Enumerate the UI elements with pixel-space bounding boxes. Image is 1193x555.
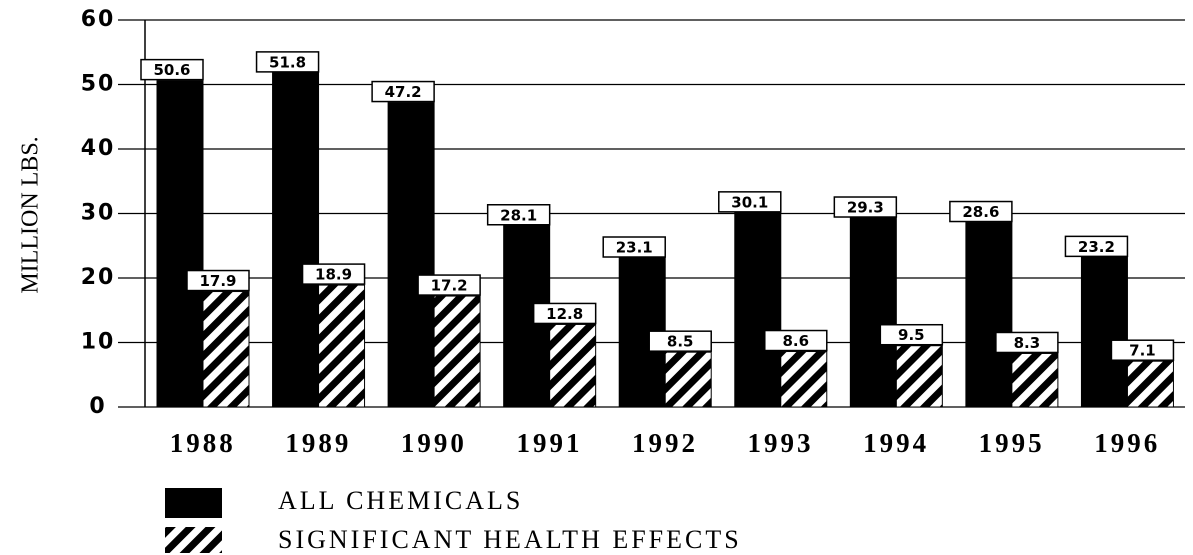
y-tick-label: 30	[81, 201, 116, 226]
bar	[895, 345, 943, 408]
x-tick-label: 1988	[170, 428, 236, 458]
value-label-box	[949, 200, 1013, 223]
bar	[664, 351, 712, 408]
bar	[156, 80, 204, 408]
y-tick-label: 10	[81, 330, 116, 355]
bar	[272, 72, 320, 408]
bar	[1011, 352, 1059, 408]
value-label-box	[995, 331, 1059, 354]
value-label-box	[532, 302, 597, 325]
value-label-box	[255, 51, 320, 73]
y-tick-label: 40	[81, 136, 116, 161]
value-label-box	[186, 269, 250, 292]
value-label-box	[764, 329, 828, 352]
value-label-box	[486, 204, 551, 226]
value-label-box	[1064, 235, 1129, 258]
value-label-box	[1110, 339, 1175, 361]
value-label-box	[417, 274, 481, 296]
value-label-box	[371, 80, 435, 103]
bar	[965, 222, 1013, 408]
value-label: 30.1	[731, 193, 768, 211]
value-label-box	[648, 330, 712, 352]
x-tick-label: 1993	[748, 428, 814, 458]
legend-label: SIGNIFICANT HEALTH EFFECTS	[278, 525, 742, 554]
bar	[318, 284, 366, 408]
bar	[387, 102, 435, 408]
value-label: 8.5	[667, 333, 694, 351]
x-tick-label: 1990	[401, 428, 467, 458]
value-label: 7.1	[1129, 342, 1156, 360]
value-label: 51.8	[269, 53, 306, 71]
value-label-box	[833, 196, 898, 218]
value-label-box	[301, 263, 366, 285]
x-tick-label: 1996	[1094, 428, 1160, 458]
bar	[549, 323, 597, 408]
value-label: 50.6	[153, 61, 190, 79]
legend-swatch	[165, 488, 222, 518]
y-tick-label: 50	[81, 72, 116, 97]
value-label: 18.9	[315, 266, 352, 284]
y-axis-label: MILLION LBS.	[18, 136, 44, 293]
bar	[849, 217, 897, 408]
x-tick-label: 1994	[863, 428, 929, 458]
x-tick-label: 1992	[632, 428, 698, 458]
value-label: 47.2	[385, 83, 422, 101]
value-label: 17.2	[431, 277, 468, 295]
value-label-box	[602, 236, 666, 258]
legend-label: ALL CHEMICALS	[278, 486, 523, 515]
x-tick-label: 1989	[285, 428, 351, 458]
x-tick-label: 1995	[979, 428, 1045, 458]
value-label: 28.1	[500, 206, 537, 224]
legend-swatch	[165, 527, 222, 553]
y-tick-label: 60	[81, 7, 116, 32]
value-label: 23.1	[616, 239, 653, 257]
value-label: 17.9	[199, 272, 236, 290]
value-label: 29.3	[847, 199, 884, 217]
value-label-box	[718, 191, 782, 213]
value-label: 8.3	[1014, 334, 1041, 352]
value-label: 9.5	[898, 326, 925, 344]
bar	[734, 212, 782, 408]
value-label: 8.6	[782, 332, 809, 350]
value-label-box	[879, 323, 944, 346]
bar	[1126, 360, 1174, 408]
bar	[202, 291, 250, 408]
bar	[433, 295, 481, 408]
x-tick-label: 1991	[516, 428, 582, 458]
bar	[1080, 256, 1128, 408]
value-label: 23.2	[1078, 238, 1115, 256]
bar	[780, 351, 828, 408]
y-tick-label: 20	[81, 265, 116, 290]
value-label: 12.8	[546, 305, 583, 323]
value-label: 28.6	[962, 203, 999, 221]
y-tick-label: 0	[89, 394, 106, 419]
value-label-box	[140, 58, 204, 81]
